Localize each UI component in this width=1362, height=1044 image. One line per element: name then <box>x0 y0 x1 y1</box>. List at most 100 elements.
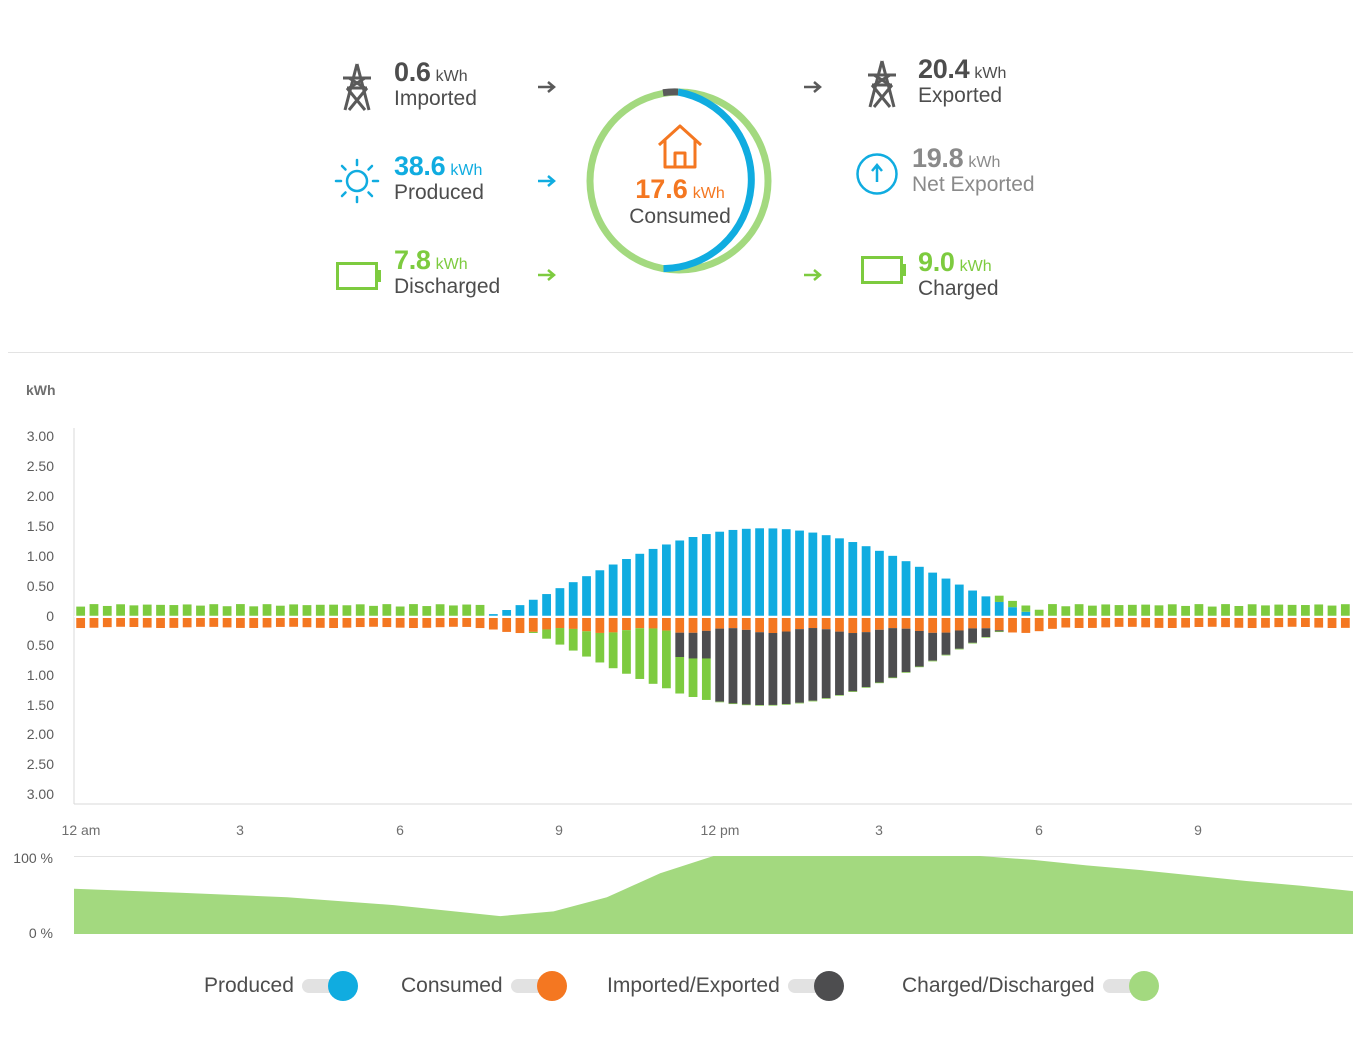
consumption-ring <box>586 88 772 274</box>
produced-bar <box>861 546 871 616</box>
discharged-bar <box>1154 605 1164 616</box>
charged-bar <box>941 654 951 656</box>
consumed-bar <box>1314 618 1324 628</box>
produced-bar <box>662 544 671 616</box>
consumed-bar <box>1287 618 1297 627</box>
produced-bar <box>888 555 898 616</box>
y-tick: 1.50 <box>26 697 54 713</box>
exported-bar <box>928 632 938 661</box>
consumed-bar <box>648 618 658 629</box>
charged-bar <box>768 704 778 706</box>
consumed-bar <box>302 618 312 628</box>
consumed-bar <box>329 618 338 629</box>
consumed-toggle[interactable] <box>510 971 567 1001</box>
consumed-bar <box>1194 618 1204 627</box>
consumed-bar <box>1340 618 1350 628</box>
arrow-right-icon <box>538 81 556 93</box>
discharged-bar <box>1247 604 1257 616</box>
y-tick: 0.50 <box>26 578 54 594</box>
consumed-bar <box>76 618 86 629</box>
produced-bar <box>901 561 911 616</box>
legend-item-produced[interactable]: Produced <box>204 968 358 1004</box>
produced-label: Produced <box>394 181 484 204</box>
sun-icon <box>334 158 380 204</box>
consumed-bar <box>182 618 192 628</box>
y-tick: 2.00 <box>26 488 54 504</box>
produced-bar <box>568 582 578 616</box>
produced-bar <box>648 548 658 616</box>
charged-bar <box>835 695 844 696</box>
produced-bar <box>928 572 938 616</box>
charged-bar <box>728 703 738 705</box>
consumed-bar <box>1247 618 1257 629</box>
consumed-bar <box>595 618 605 633</box>
consumed-unit: kWh <box>692 185 725 202</box>
soc-tick-0: 0 % <box>28 925 53 941</box>
consumed-bar <box>808 618 818 629</box>
discharged-bar <box>315 604 325 616</box>
consumed-bar <box>768 618 778 634</box>
discharged-bar <box>129 605 139 616</box>
consumed-bar <box>875 618 884 630</box>
consumed-bar <box>156 618 165 629</box>
consumed-bar <box>262 618 272 628</box>
produced-bar <box>755 528 764 616</box>
exported-value: 20.4 <box>918 54 970 84</box>
net-exported-value: 19.8 <box>912 143 964 173</box>
soc-area <box>74 856 1353 934</box>
discharged-bar <box>275 605 285 616</box>
imported-exported-toggle[interactable] <box>787 971 844 1001</box>
discharged-bar <box>1167 604 1177 616</box>
discharged-bar <box>1301 605 1310 616</box>
produced-bar <box>502 610 512 616</box>
exported-bar <box>901 628 911 673</box>
discharged-bar <box>369 605 378 616</box>
soc-tick-100: 100 % <box>13 850 53 866</box>
discharged-bar <box>1021 605 1031 612</box>
discharged-bar <box>1181 605 1190 616</box>
exported-bar <box>795 629 804 703</box>
discharged-bar <box>289 604 299 616</box>
discharged-bar <box>1048 604 1057 616</box>
arrow-right-icon <box>538 269 556 281</box>
consumed-bar <box>315 618 325 628</box>
charged-bar <box>781 704 791 705</box>
produced-bar <box>622 559 631 616</box>
discharged-bar <box>169 605 179 616</box>
consumed-bar <box>528 618 538 632</box>
x-tick: 9 <box>555 822 563 838</box>
produced-bar <box>675 540 685 616</box>
section-divider <box>8 352 1353 353</box>
produced-bar <box>488 614 498 616</box>
exported-bar <box>688 632 698 659</box>
legend-item-charged-discharged[interactable]: Charged/Discharged <box>902 968 1159 1004</box>
produced-toggle[interactable] <box>301 971 358 1001</box>
discharged-bar <box>395 606 405 616</box>
discharged-bar <box>262 604 272 616</box>
charged-bar <box>635 628 645 679</box>
produced-bar <box>1021 611 1031 616</box>
consumed-bar <box>941 618 951 633</box>
energy-bar-chart[interactable] <box>0 0 1362 850</box>
consumed-bar <box>542 618 551 630</box>
charged-bar <box>715 701 725 703</box>
legend-item-consumed[interactable]: Consumed <box>401 968 567 1004</box>
exported-bar <box>755 632 764 706</box>
charged-discharged-toggle[interactable] <box>1102 971 1159 1001</box>
consumed-bar <box>142 618 152 628</box>
discharged-bar <box>1061 606 1071 616</box>
produced-bar <box>582 576 591 616</box>
charged-bar <box>662 630 671 689</box>
discharged-bar <box>1314 604 1324 616</box>
produced-bar <box>781 529 791 616</box>
charged-bar <box>688 658 698 697</box>
consumed-bar <box>1261 618 1270 628</box>
charged-bar <box>875 682 884 684</box>
consumed-bar <box>369 618 378 627</box>
discharged-bar <box>1274 604 1284 616</box>
battery-soc-area-chart[interactable] <box>74 856 1353 934</box>
produced-bar <box>715 531 725 616</box>
discharged-bar <box>249 606 259 616</box>
legend-item-imported-exported[interactable]: Imported/Exported <box>607 968 844 1004</box>
consumed-bar <box>662 618 671 631</box>
